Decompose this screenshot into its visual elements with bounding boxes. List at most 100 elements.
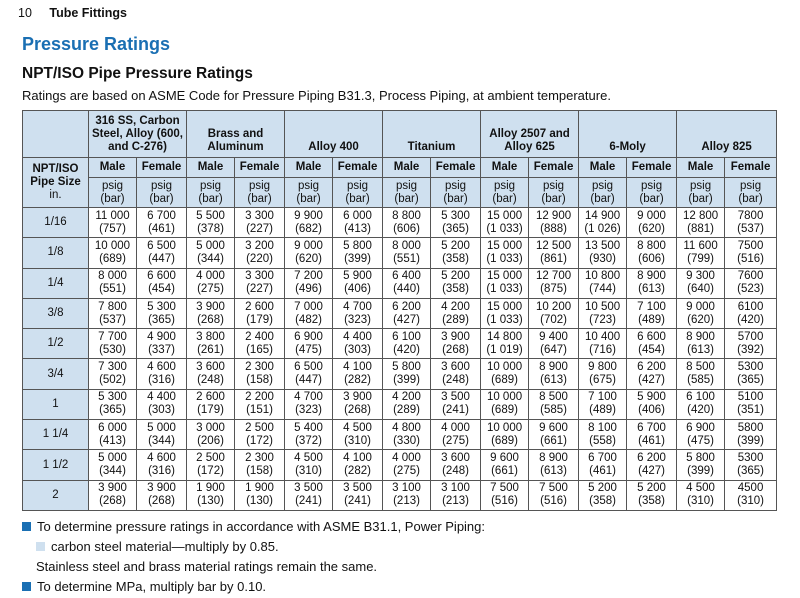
- pipe-size-cell: 1 1/4: [22, 419, 89, 451]
- rating-cell: 4 000 (275): [186, 267, 236, 299]
- page-title: Pressure Ratings: [22, 34, 171, 54]
- rating-cell: 10 500 (723): [578, 297, 628, 330]
- rating-cell: 6 100 (420): [382, 328, 432, 360]
- rating-cell: 5 000 (344): [186, 237, 236, 269]
- rating-cell: 6 100 (420): [676, 388, 726, 421]
- note-text: To determine pressure ratings in accorda…: [37, 518, 486, 534]
- note-plain: Stainless steel and brass material ratin…: [22, 556, 485, 576]
- rating-cell: 13 500 (930): [578, 237, 628, 269]
- rating-cell: 6 600 (454): [626, 328, 678, 360]
- rating-cell: 9 600 (661): [480, 449, 530, 481]
- rating-cell: 3 900 (268): [430, 328, 482, 360]
- rating-cell: 15 000 (1 033): [480, 237, 530, 269]
- rating-cell: 6 200 (427): [626, 358, 678, 390]
- rating-cell: 3 500 (241): [332, 479, 384, 511]
- rating-cell: 4 000 (275): [430, 419, 482, 451]
- rating-cell: 5 200 (358): [626, 479, 678, 511]
- rating-cell: 8 900 (613): [626, 267, 678, 299]
- rating-cell: 5 000 (344): [135, 419, 188, 451]
- square-bullet-icon: [22, 521, 31, 531]
- rating-cell: 6 500 (447): [135, 237, 188, 269]
- material-header-row: 316 SS, Carbon Steel, Alloy (600, and C-…: [22, 110, 778, 158]
- page-header: 10 Tube Fittings: [18, 6, 127, 20]
- rating-cell: 6 200 (427): [626, 449, 678, 481]
- rating-cell: 9 600 (661): [528, 419, 580, 451]
- table-row: 1 1/2 5 000 (344) 4 600 (316) 2 500 (172) 2 300…: [22, 449, 778, 481]
- unit-header: psig (bar): [528, 177, 580, 208]
- rating-cell: 2 600 (179): [234, 297, 286, 330]
- rating-cell: 6100 (420): [724, 297, 778, 330]
- material-header: 6-Moly: [578, 110, 678, 158]
- rating-cell: 10 800 (744): [578, 267, 628, 299]
- male-header: Male: [186, 157, 236, 178]
- unit-header: psig (bar): [724, 177, 778, 208]
- rating-cell: 6 700 (461): [578, 449, 628, 481]
- rating-cell: 7500 (516): [724, 237, 778, 269]
- pipe-size-cell: 1 1/2: [22, 449, 89, 481]
- rating-cell: 9 900 (682): [284, 206, 334, 239]
- rating-cell: 9 000 (620): [284, 237, 334, 269]
- intro-text: Ratings are based on ASME Code for Press…: [22, 88, 611, 103]
- unit-header: psig (bar): [382, 177, 432, 208]
- rating-cell: 3 500 (241): [284, 479, 334, 511]
- rating-cell: 10 200 (702): [528, 297, 580, 330]
- page-number: 10: [18, 6, 32, 20]
- note-text: Stainless steel and brass material ratin…: [36, 558, 378, 574]
- rating-cell: 3 600 (248): [430, 449, 482, 481]
- pipe-size-cell: 1/2: [22, 328, 89, 360]
- pipe-size-cell: 1/4: [22, 267, 89, 299]
- male-header: Male: [88, 157, 137, 178]
- table-row: 1 1/4 6 000 (413) 5 000 (344) 3 000 (206) 2 500…: [22, 419, 778, 451]
- unit-header: psig (bar): [186, 177, 236, 208]
- female-header: Female: [528, 157, 580, 178]
- rating-cell: 5300 (365): [724, 358, 778, 390]
- material-header: Brass and Aluminum: [186, 110, 286, 158]
- rating-cell: 7 800 (537): [88, 297, 137, 330]
- pressure-ratings-table: 316 SS, Carbon Steel, Alloy (600, and C-…: [22, 110, 778, 511]
- rating-cell: 3 200 (220): [234, 237, 286, 269]
- material-header: 316 SS, Carbon Steel, Alloy (600, and C-…: [87, 110, 188, 158]
- rating-cell: 12 700 (875): [528, 267, 580, 299]
- rating-cell: 4 100 (282): [332, 358, 384, 390]
- rating-cell: 3 600 (248): [430, 358, 482, 390]
- rating-cell: 6 200 (427): [382, 297, 432, 330]
- rating-cell: 3 900 (268): [135, 479, 188, 511]
- note-subitem: carbon steel material—multiply by 0.85.: [22, 536, 485, 556]
- rating-cell: 4 200 (289): [382, 388, 432, 421]
- rating-cell: 15 000 (1 033): [480, 206, 530, 239]
- rating-cell: 7 100 (489): [578, 388, 628, 421]
- female-header: Female: [724, 157, 778, 178]
- female-header: Female: [332, 157, 384, 178]
- unit-header: psig (bar): [135, 177, 188, 208]
- unit-header: psig (bar): [430, 177, 482, 208]
- rating-cell: 2 200 (151): [234, 388, 286, 421]
- pipe-size-header: NPT/ISO Pipe Size in.: [22, 157, 89, 208]
- rating-cell: 5 300 (365): [88, 388, 137, 421]
- rating-cell: 9 000 (620): [676, 297, 726, 330]
- pipe-size-cell: 1/16: [22, 206, 89, 239]
- pipe-size-cell: 2: [22, 479, 89, 511]
- rating-cell: 7 500 (516): [480, 479, 530, 511]
- note-item: To determine MPa, multiply bar by 0.10.: [22, 576, 485, 596]
- corner-cell: [22, 110, 89, 158]
- material-header: Alloy 825: [676, 110, 778, 158]
- rating-cell: 8 800 (606): [382, 206, 432, 239]
- rating-cell: 3 100 (213): [430, 479, 482, 511]
- rating-cell: 5 800 (399): [332, 237, 384, 269]
- rating-cell: 1 900 (130): [234, 479, 286, 511]
- rating-cell: 8 000 (551): [88, 267, 137, 299]
- rating-cell: 7 700 (530): [88, 328, 137, 360]
- rating-cell: 3 300 (227): [234, 267, 286, 299]
- rating-cell: 1 900 (130): [186, 479, 236, 511]
- rating-cell: 11 600 (799): [676, 237, 726, 269]
- rating-cell: 10 400 (716): [578, 328, 628, 360]
- material-header: Titanium: [382, 110, 482, 158]
- rating-cell: 4 500 (310): [332, 419, 384, 451]
- rating-cell: 3 500 (241): [430, 388, 482, 421]
- rating-cell: 5 900 (406): [332, 267, 384, 299]
- male-header: Male: [676, 157, 726, 178]
- male-header: Male: [382, 157, 432, 178]
- rating-cell: 6 700 (461): [135, 206, 188, 239]
- male-header: Male: [578, 157, 628, 178]
- rating-cell: 4 900 (337): [135, 328, 188, 360]
